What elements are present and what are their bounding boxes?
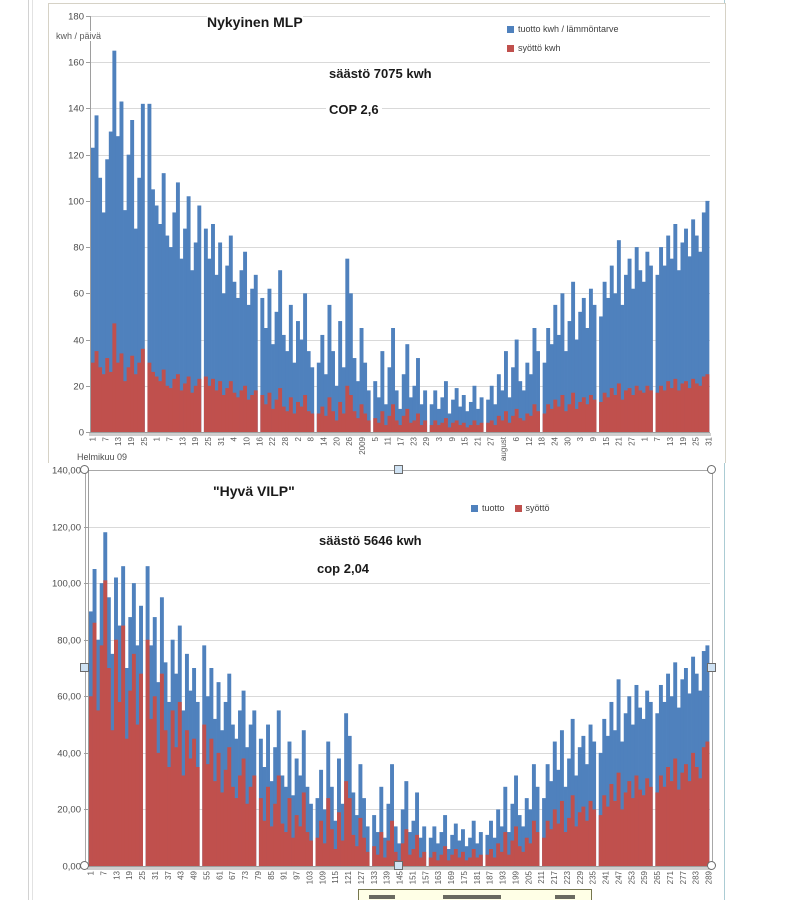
svg-text:7: 7	[99, 870, 108, 875]
svg-text:97: 97	[293, 870, 302, 879]
tooltip-clipped-text	[443, 895, 501, 899]
legend-swatch	[507, 25, 514, 33]
svg-text:67: 67	[228, 870, 237, 879]
svg-text:199: 199	[511, 870, 520, 884]
svg-text:193: 193	[499, 870, 508, 884]
svg-text:217: 217	[550, 870, 559, 884]
svg-text:187: 187	[486, 870, 495, 884]
bottom-chart-annotation-cop: cop 2,04	[314, 561, 373, 576]
selection-handle-top-center[interactable]	[394, 465, 403, 474]
svg-text:277: 277	[679, 870, 688, 884]
svg-text:223: 223	[563, 870, 572, 884]
svg-text:49: 49	[190, 870, 199, 879]
svg-text:247: 247	[614, 870, 623, 884]
x-axis-tick-labels: 1 7 13 19 25 31 37 43 49 55 61 67 73 79 85 91 97 103 109 11…	[87, 870, 714, 884]
svg-text:211: 211	[537, 870, 546, 883]
legend-label: syöttö kwh	[518, 43, 561, 53]
window-left-edge-line-2	[32, 0, 33, 900]
svg-text:289: 289	[705, 870, 714, 884]
svg-text:13: 13	[112, 870, 121, 879]
legend-label: tuotto	[482, 503, 505, 513]
svg-text:37: 37	[164, 870, 173, 879]
svg-text:133: 133	[370, 870, 379, 884]
top-chart-y-axis-title: kwh / päivä	[56, 31, 102, 41]
svg-text:31: 31	[151, 870, 160, 879]
selection-handle-mid-left[interactable]	[80, 663, 89, 672]
svg-text:60,00: 60,00	[57, 692, 81, 703]
svg-text:157: 157	[421, 870, 430, 884]
svg-text:175: 175	[460, 870, 469, 884]
svg-text:259: 259	[640, 870, 649, 884]
svg-text:205: 205	[524, 870, 533, 884]
svg-text:163: 163	[434, 870, 443, 884]
bottom-chart-plot-area[interactable]	[85, 470, 713, 867]
selection-handle-top-right[interactable]	[707, 465, 716, 474]
svg-text:140,00: 140,00	[52, 466, 81, 477]
legend-item[interactable]: tuotto	[471, 503, 505, 513]
legend-label: tuotto kwh / lämmöntarve	[518, 24, 619, 34]
legend-swatch	[471, 504, 478, 512]
selection-handle-top-left[interactable]	[80, 465, 89, 474]
legend-swatch	[507, 44, 514, 52]
top-chart-annotation-cop: COP 2,6	[326, 102, 382, 117]
svg-text:283: 283	[692, 870, 701, 884]
selection-handle-bottom-center[interactable]	[394, 861, 403, 870]
legend-label: syöttö	[525, 503, 550, 513]
tooltip-clipped-text	[369, 895, 395, 899]
svg-text:103: 103	[305, 870, 314, 884]
selection-handle-bottom-right[interactable]	[707, 861, 716, 870]
svg-text:100,00: 100,00	[52, 579, 81, 590]
bottom-chart-legend: tuotto syöttö	[471, 503, 550, 513]
svg-text:181: 181	[473, 870, 482, 884]
svg-text:145: 145	[396, 870, 405, 884]
svg-text:25: 25	[138, 870, 147, 879]
svg-text:0,00: 0,00	[63, 862, 82, 873]
svg-text:91: 91	[280, 870, 289, 879]
svg-text:80,00: 80,00	[57, 636, 81, 647]
legend-item[interactable]: tuotto kwh / lämmöntarve	[507, 24, 619, 34]
svg-text:55: 55	[202, 870, 211, 879]
svg-text:253: 253	[627, 870, 636, 884]
svg-text:271: 271	[666, 870, 675, 884]
top-chart-title: Nykyinen MLP	[207, 14, 303, 30]
svg-text:109: 109	[318, 870, 327, 884]
legend-item[interactable]: syöttö kwh	[507, 43, 619, 53]
svg-text:1: 1	[87, 870, 96, 875]
svg-text:169: 169	[447, 870, 456, 884]
svg-text:19: 19	[125, 870, 134, 879]
selection-handle-mid-right[interactable]	[707, 663, 716, 672]
legend-swatch	[514, 504, 522, 512]
y-axis-tick-labels: 140,00 120,00 100,00 80,00 60,00 40,00 20,00 0,…	[52, 466, 81, 873]
svg-text:265: 265	[653, 870, 662, 884]
svg-text:120,00: 120,00	[52, 523, 81, 534]
svg-text:229: 229	[576, 870, 585, 884]
selection-handle-bottom-left[interactable]	[80, 861, 89, 870]
svg-text:43: 43	[177, 870, 186, 879]
window-left-edge-line	[28, 0, 29, 900]
bottom-chart-title: "Hyvä VILP"	[213, 483, 295, 499]
svg-text:85: 85	[267, 870, 276, 879]
top-chart-month-axis-label: Helmikuu 09	[77, 452, 128, 460]
svg-text:61: 61	[215, 870, 224, 879]
legend-item[interactable]: syöttö	[514, 503, 550, 513]
svg-text:79: 79	[254, 870, 263, 879]
svg-text:121: 121	[344, 870, 353, 884]
tooltip	[358, 889, 592, 900]
svg-text:20,00: 20,00	[57, 805, 81, 816]
svg-text:235: 235	[589, 870, 598, 884]
svg-text:241: 241	[602, 870, 611, 884]
svg-text:139: 139	[383, 870, 392, 884]
top-chart-annotation-saasto: säästö 7075 kwh	[326, 66, 435, 81]
svg-text:151: 151	[408, 870, 417, 884]
bottom-chart-annotation-saasto: säästö 5646 kwh	[316, 533, 425, 548]
svg-text:40,00: 40,00	[57, 749, 81, 760]
svg-text:127: 127	[357, 870, 366, 884]
tooltip-clipped-text	[555, 895, 575, 899]
top-chart-legend: tuotto kwh / lämmöntarve syöttö kwh	[507, 24, 619, 53]
svg-text:115: 115	[331, 870, 340, 883]
svg-text:73: 73	[241, 870, 250, 879]
